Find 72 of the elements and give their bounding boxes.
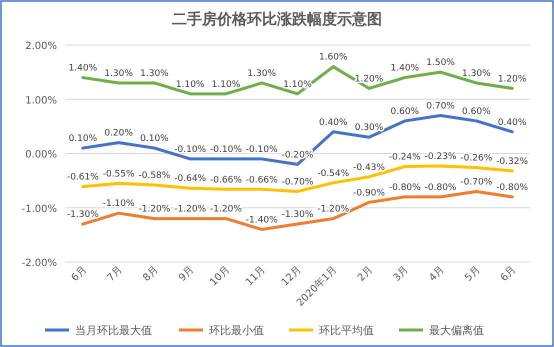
data-label: 0.20% (104, 128, 134, 139)
data-label: 0.40% (318, 118, 348, 128)
data-label: -0.58% (138, 170, 171, 181)
data-label: -0.10% (246, 144, 278, 155)
data-label: 1.10% (176, 80, 205, 90)
data-label: 1.40% (390, 64, 420, 74)
data-label: -0.66% (246, 175, 278, 186)
x-tick-label: 10月 (208, 264, 232, 288)
x-tick-label: 8月 (141, 264, 161, 284)
y-tick-label: -2.00% (22, 258, 57, 269)
x-tick-label: 12月 (280, 264, 304, 288)
legend-label: 最大偏离值 (429, 324, 484, 337)
data-label: -0.66% (210, 175, 242, 186)
x-tick-label: 2月 (356, 264, 376, 284)
data-label: -0.64% (174, 174, 207, 184)
data-label: -1.30% (282, 210, 314, 220)
y-tick-label: 0.00% (25, 150, 57, 160)
data-label: 1.30% (104, 68, 134, 79)
legend-label: 环比平均值 (319, 324, 374, 337)
data-label: 1.30% (247, 68, 276, 79)
data-label: 1.50% (426, 58, 456, 68)
x-tick-label: 9月 (176, 264, 196, 284)
x-tick-label: 4月 (427, 264, 447, 284)
data-label: -0.23% (424, 152, 457, 162)
x-tick-label: 7月 (105, 264, 125, 284)
data-label: 1.20% (498, 74, 527, 84)
data-label: 0.40% (498, 118, 527, 128)
data-label: -1.20% (174, 204, 207, 215)
data-label: -0.10% (210, 144, 242, 155)
data-label: -0.32% (496, 156, 528, 167)
legend-label: 当月环比最大值 (75, 324, 152, 337)
data-label: -1.40% (246, 215, 278, 226)
data-label: 0.60% (462, 106, 492, 117)
data-label: 0.10% (140, 134, 170, 144)
x-tick-label: 6月 (70, 264, 90, 284)
data-label: 0.30% (354, 123, 384, 134)
y-tick-label: -1.00% (22, 204, 57, 215)
chart-title: 二手房价格环比涨跌幅度示意图 (172, 10, 382, 28)
legend-label: 环比最小值 (209, 324, 264, 337)
data-label: -0.43% (353, 162, 386, 173)
data-label: -1.10% (102, 199, 136, 210)
data-label: -0.10% (174, 144, 207, 155)
data-label: 1.60% (318, 52, 348, 63)
data-label: -0.54% (317, 168, 350, 179)
data-label: -1.30% (66, 210, 100, 220)
data-label: -0.90% (353, 188, 386, 198)
data-label: -0.61% (66, 172, 100, 183)
data-label: -0.26% (460, 154, 493, 164)
data-label: 1.20% (354, 74, 384, 84)
data-label: -0.80% (424, 182, 457, 193)
data-label: -0.70% (460, 177, 493, 188)
y-tick-label: 2.00% (25, 41, 57, 52)
data-label: 0.10% (68, 134, 98, 144)
data-label: -0.24% (388, 152, 422, 163)
x-tick-label: 5月 (463, 264, 482, 284)
x-tick-label: 11月 (244, 264, 268, 288)
data-label: -0.70% (282, 177, 314, 188)
x-tick-label: 6月 (498, 264, 518, 284)
data-label: 1.30% (462, 68, 492, 79)
y-tick-label: 1.00% (25, 95, 57, 106)
data-label: 1.30% (140, 68, 170, 79)
data-label: 1.40% (68, 64, 98, 74)
data-label: 0.60% (390, 106, 420, 117)
data-label: -1.20% (138, 204, 171, 215)
data-label: -0.80% (496, 182, 528, 193)
x-tick-label: 3月 (392, 264, 411, 284)
data-label: 1.10% (212, 80, 241, 90)
data-label: 0.70% (426, 102, 456, 112)
data-label: -1.20% (210, 204, 242, 215)
data-label: -0.80% (388, 182, 422, 193)
data-label: -1.20% (317, 204, 350, 215)
data-label: -0.55% (102, 169, 136, 180)
